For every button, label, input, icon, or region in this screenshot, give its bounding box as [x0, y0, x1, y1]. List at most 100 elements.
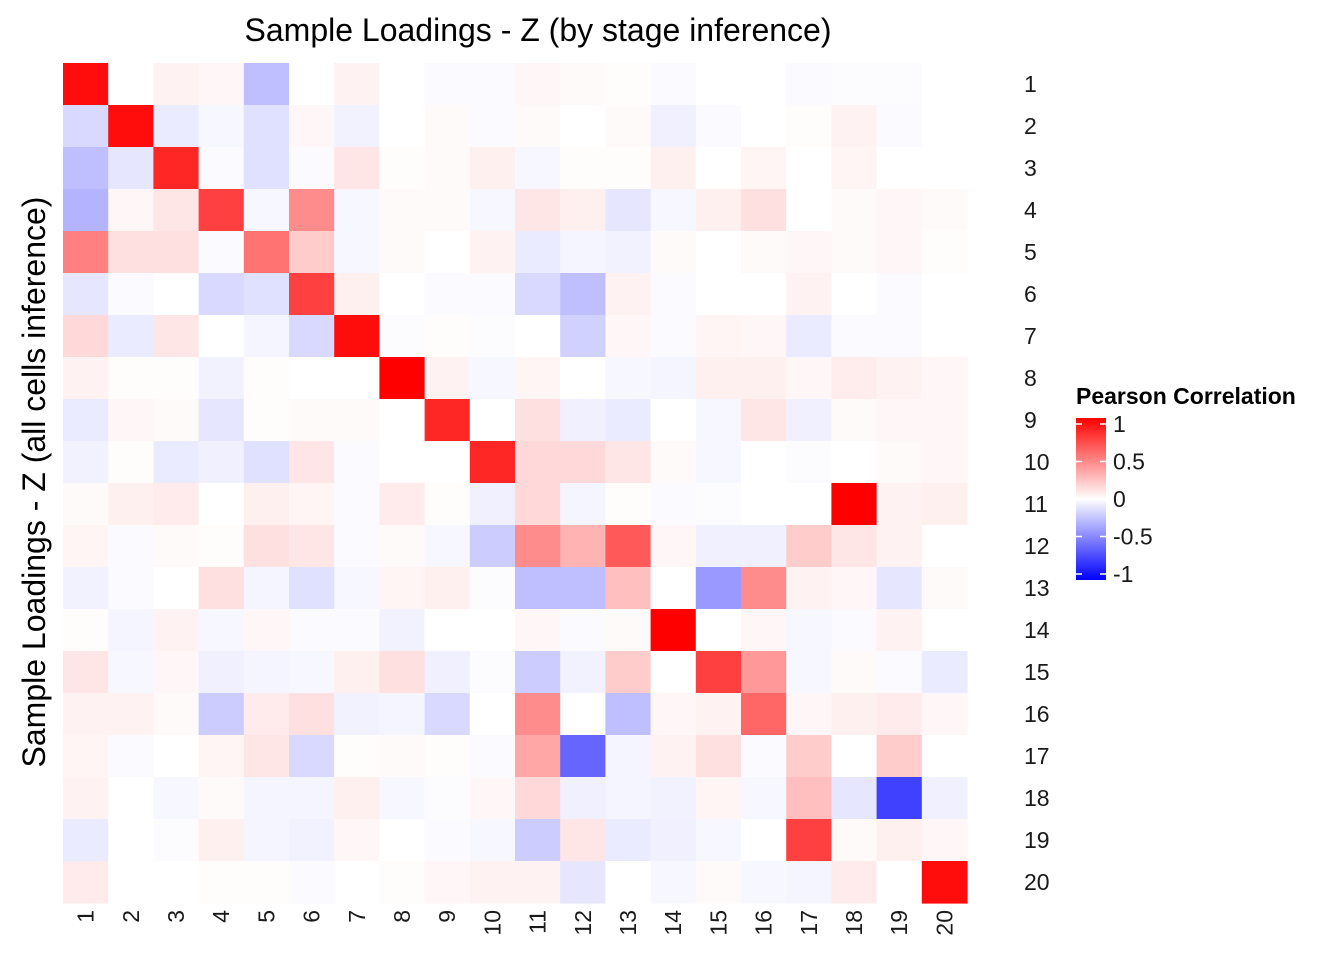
heatmap-cell-r20-c7 — [334, 861, 380, 904]
heatmap-cell-r3-c6 — [289, 147, 335, 190]
heatmap-cell-r8-c17 — [786, 357, 832, 400]
heatmap-cell-r6-c17 — [786, 273, 832, 316]
heatmap-cell-r1-c10 — [469, 63, 516, 106]
heatmap-cell-r20-c16 — [741, 861, 787, 904]
heatmap-cell-r16-c17 — [786, 693, 832, 736]
x-tick-label: 6 — [299, 910, 325, 923]
heatmap-cell-r20-c9 — [424, 861, 471, 904]
heatmap-cell-r4-c10 — [469, 189, 516, 232]
heatmap-cell-r7-c10 — [469, 315, 516, 358]
heatmap-cell-r18-c9 — [424, 777, 471, 820]
heatmap-cell-r1-c18 — [831, 63, 878, 106]
heatmap-cell-r5-c11 — [515, 231, 561, 274]
heatmap-cell-r17-c18 — [831, 735, 878, 778]
heatmap-cell-r14-c12 — [560, 609, 606, 652]
heatmap-cell-r15-c17 — [786, 651, 832, 694]
heatmap-cell-r15-c7 — [334, 651, 380, 694]
x-tick-label: 9 — [434, 910, 460, 923]
heatmap-cell-r8-c12 — [560, 357, 606, 400]
heatmap-cell-r5-c3 — [153, 231, 200, 274]
heatmap-cell-r19-c10 — [469, 819, 516, 862]
heatmap-cell-r19-c9 — [424, 819, 471, 862]
heatmap-cell-r15-c20 — [921, 651, 968, 694]
heatmap-cell-r5-c7 — [334, 231, 380, 274]
heatmap-cell-r2-c17 — [786, 105, 832, 148]
heatmap-cell-r19-c4 — [198, 819, 245, 862]
heatmap-cell-r8-c15 — [695, 357, 742, 400]
heatmap-cell-r5-c18 — [831, 231, 878, 274]
legend-tick-label: 1 — [1113, 411, 1126, 437]
heatmap-cell-r5-c5 — [243, 231, 290, 274]
heatmap-cell-r19-c7 — [334, 819, 380, 862]
heatmap-cell-r20-c8 — [379, 861, 426, 904]
heatmap-cell-r2-c9 — [424, 105, 471, 148]
heatmap-cell-r8-c18 — [831, 357, 878, 400]
heatmap-cell-r12-c14 — [650, 525, 697, 568]
heatmap-cell-r20-c3 — [153, 861, 200, 904]
heatmap-cell-r17-c10 — [469, 735, 516, 778]
heatmap-cell-r15-c16 — [741, 651, 787, 694]
heatmap-cell-r4-c17 — [786, 189, 832, 232]
heatmap-cell-r12-c8 — [379, 525, 426, 568]
heatmap-cell-r13-c3 — [153, 567, 200, 610]
heatmap-cell-r11-c20 — [921, 483, 968, 526]
heatmap-cell-r10-c9 — [424, 441, 471, 484]
heatmap-cell-r11-c13 — [605, 483, 652, 526]
heatmap-cell-r18-c17 — [786, 777, 832, 820]
heatmap-cell-r7-c18 — [831, 315, 878, 358]
heatmap-cell-r4-c19 — [876, 189, 923, 232]
heatmap-cell-r11-c19 — [876, 483, 923, 526]
heatmap-cell-r19-c5 — [243, 819, 290, 862]
heatmap-cell-r5-c4 — [198, 231, 245, 274]
heatmap-cell-r4-c15 — [695, 189, 742, 232]
heatmap-cell-r10-c6 — [289, 441, 335, 484]
heatmap-cell-r4-c11 — [515, 189, 561, 232]
heatmap-cell-r9-c1 — [63, 399, 109, 442]
y-tick-label: 18 — [1024, 785, 1050, 811]
heatmap-cell-r9-c17 — [786, 399, 832, 442]
heatmap-cell-r9-c13 — [605, 399, 652, 442]
heatmap-cell-r6-c4 — [198, 273, 245, 316]
heatmap-cell-r12-c16 — [741, 525, 787, 568]
heatmap-cell-r5-c13 — [605, 231, 652, 274]
y-tick-label: 9 — [1024, 407, 1037, 433]
heatmap-cell-r2-c18 — [831, 105, 878, 148]
heatmap-cell-r15-c2 — [108, 651, 154, 694]
y-tick-label: 2 — [1024, 113, 1037, 139]
legend-tick-label: 0 — [1113, 486, 1126, 512]
heatmap-cell-r13-c11 — [515, 567, 561, 610]
heatmap-cell-r16-c6 — [289, 693, 335, 736]
heatmap-cell-r14-c18 — [831, 609, 878, 652]
heatmap-cell-r20-c15 — [695, 861, 742, 904]
heatmap-cell-r4-c14 — [650, 189, 697, 232]
heatmap-cell-r7-c15 — [695, 315, 742, 358]
heatmap-cell-r3-c7 — [334, 147, 380, 190]
heatmap-cell-r17-c6 — [289, 735, 335, 778]
y-tick-label: 16 — [1024, 701, 1050, 727]
heatmap-cell-r20-c20 — [921, 861, 968, 904]
heatmap-cell-r8-c1 — [63, 357, 109, 400]
heatmap-cell-r7-c2 — [108, 315, 154, 358]
heatmap-cell-r10-c8 — [379, 441, 426, 484]
x-tick-label: 10 — [479, 910, 505, 936]
heatmap-cell-r13-c15 — [695, 567, 742, 610]
heatmap-cell-r17-c20 — [921, 735, 968, 778]
heatmap-cell-r2-c12 — [560, 105, 606, 148]
heatmap-cell-r12-c17 — [786, 525, 832, 568]
heatmap-cell-r6-c18 — [831, 273, 878, 316]
heatmap-cell-r12-c10 — [469, 525, 516, 568]
x-tick-label: 12 — [570, 910, 596, 936]
heatmap-cell-r8-c6 — [289, 357, 335, 400]
heatmap-cell-r14-c20 — [921, 609, 968, 652]
heatmap-cell-r8-c4 — [198, 357, 245, 400]
heatmap-cell-r2-c3 — [153, 105, 200, 148]
heatmap-cell-r12-c13 — [605, 525, 652, 568]
heatmap-cell-r19-c12 — [560, 819, 606, 862]
heatmap-cell-r16-c19 — [876, 693, 923, 736]
heatmap-cell-r14-c16 — [741, 609, 787, 652]
heatmap-cell-r8-c9 — [424, 357, 471, 400]
heatmap-cell-r2-c2 — [108, 105, 154, 148]
heatmap-cell-r8-c11 — [515, 357, 561, 400]
heatmap-cell-r6-c3 — [153, 273, 200, 316]
heatmap-cell-r1-c12 — [560, 63, 606, 106]
